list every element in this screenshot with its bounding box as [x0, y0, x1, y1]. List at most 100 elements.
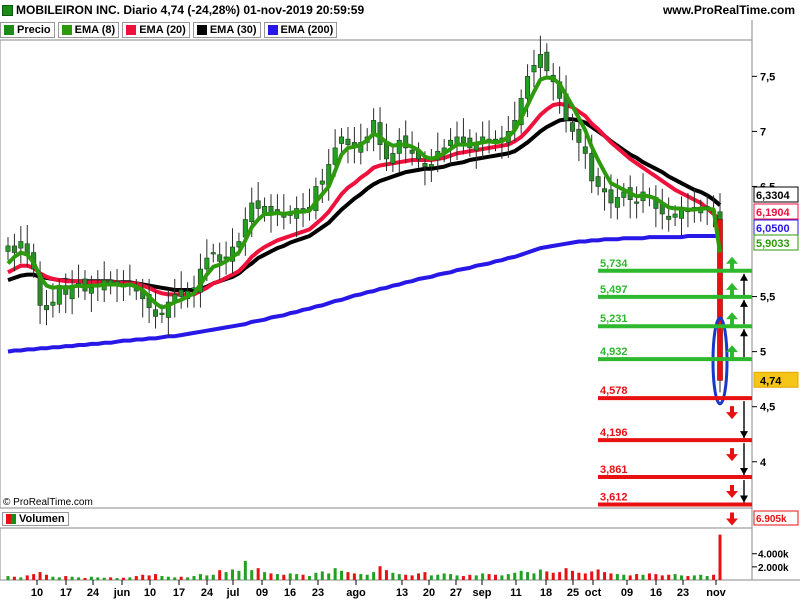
price-tick-label: 4,5	[760, 402, 775, 414]
price-panel-frame	[0, 39, 753, 509]
volume-bar	[615, 574, 619, 580]
volume-bar	[147, 575, 151, 580]
volume-bar	[538, 569, 542, 580]
volume-bar	[705, 576, 709, 580]
down-arrow-icon	[726, 512, 738, 526]
candle-body	[569, 122, 575, 132]
volume-bar	[211, 574, 215, 580]
up-arrow-icon	[726, 282, 738, 296]
price-tick-label: 7	[760, 126, 766, 138]
candle-body	[255, 200, 261, 209]
volume-bar	[6, 576, 10, 580]
candle-body	[448, 139, 454, 147]
volume-bar	[526, 572, 530, 580]
volume-bar	[417, 573, 421, 580]
volume-bar	[718, 534, 722, 580]
time-tick-label: 27	[450, 587, 462, 599]
legend-ema20[interactable]: EMA (20)	[122, 22, 190, 38]
time-tick-label: 13	[396, 587, 408, 599]
legend-ema200[interactable]: EMA (200)	[263, 22, 338, 38]
candles-group	[5, 35, 723, 393]
volume-bar	[673, 574, 677, 580]
candle-body	[666, 215, 672, 220]
level-label: 3,612	[600, 491, 628, 503]
time-tick-label: 16	[284, 587, 296, 599]
price-badge	[753, 203, 799, 220]
volume-tick-label: 2.000k	[758, 563, 789, 574]
volume-bar	[12, 576, 16, 580]
candle-body	[319, 180, 325, 185]
volume-bar	[198, 574, 202, 580]
volume-bar	[141, 574, 145, 580]
candle-body	[608, 189, 614, 204]
time-tick-label: jun	[113, 587, 131, 599]
legend-ema8[interactable]: EMA (8)	[57, 22, 120, 38]
candle-body	[178, 289, 184, 297]
candle-body	[11, 245, 17, 253]
volume-bar	[493, 574, 497, 580]
volume-bar	[461, 576, 465, 580]
volume-bar	[410, 575, 414, 580]
time-tick-label: jul	[226, 587, 240, 599]
volume-bar	[346, 572, 350, 580]
legend-ema30[interactable]: EMA (30)	[192, 22, 261, 38]
volume-bar	[115, 578, 119, 580]
candle-body	[18, 241, 24, 249]
candle-body	[165, 301, 171, 318]
volume-bar	[166, 576, 170, 580]
volume-legend[interactable]: Volumen	[2, 512, 69, 526]
candle-body	[525, 76, 531, 99]
volume-bar	[513, 572, 517, 580]
time-tick-label: 09	[256, 587, 268, 599]
candle-body	[544, 51, 550, 72]
volume-bar	[269, 573, 273, 580]
volume-bar	[583, 573, 587, 580]
price-badge-label: 4,74	[760, 375, 782, 387]
volume-bar	[218, 570, 222, 580]
legend-ema30-swatch-icon	[196, 25, 207, 35]
volume-bar	[603, 572, 607, 580]
price-tick-label: 5,5	[760, 292, 775, 304]
candle-body	[614, 197, 620, 208]
volume-bar	[352, 573, 356, 580]
volume-bar	[333, 568, 337, 580]
volume-bar	[577, 572, 581, 580]
level-label: 5,734	[600, 258, 628, 270]
volume-bar	[96, 577, 100, 580]
volume-bar	[436, 574, 440, 580]
time-tick-label: 23	[677, 587, 689, 599]
volume-bar	[51, 576, 55, 580]
time-tick-label: 17	[60, 587, 72, 599]
up-arrow-icon	[726, 256, 738, 270]
candle-body	[63, 285, 69, 295]
volume-bar	[250, 570, 254, 580]
volume-bar	[301, 574, 305, 580]
site-label[interactable]: www.ProRealTime.com	[662, 3, 795, 17]
volume-bar	[622, 574, 626, 580]
time-tick-label: 16	[650, 587, 662, 599]
candle-body	[43, 305, 49, 311]
price-badge	[753, 234, 799, 251]
candle-body	[672, 213, 678, 218]
time-tick-label: 09	[621, 587, 633, 599]
volume-bar	[641, 574, 645, 580]
volume-bar	[70, 576, 74, 580]
volume-swatch-icon	[6, 514, 16, 524]
legend-precio[interactable]: Precio	[0, 22, 55, 38]
volume-bar	[327, 573, 331, 580]
candle-body	[377, 122, 383, 145]
chart-title: MOBILEIRON INC. Diario 4,74 (-24,28%) 01…	[2, 3, 364, 17]
volume-bar	[282, 574, 286, 580]
volume-bar	[160, 576, 164, 580]
legend-ema200-swatch-icon	[267, 25, 278, 35]
candle-body	[159, 312, 165, 315]
price-badge-label: 5,9033	[756, 238, 790, 250]
volume-bar	[654, 574, 658, 580]
volume-bar	[397, 574, 401, 580]
up-arrow-icon	[726, 312, 738, 326]
down-arrow-icon	[726, 485, 738, 499]
level-label: 5,497	[600, 284, 628, 296]
candle-body	[595, 176, 601, 187]
volume-bar	[628, 575, 632, 580]
